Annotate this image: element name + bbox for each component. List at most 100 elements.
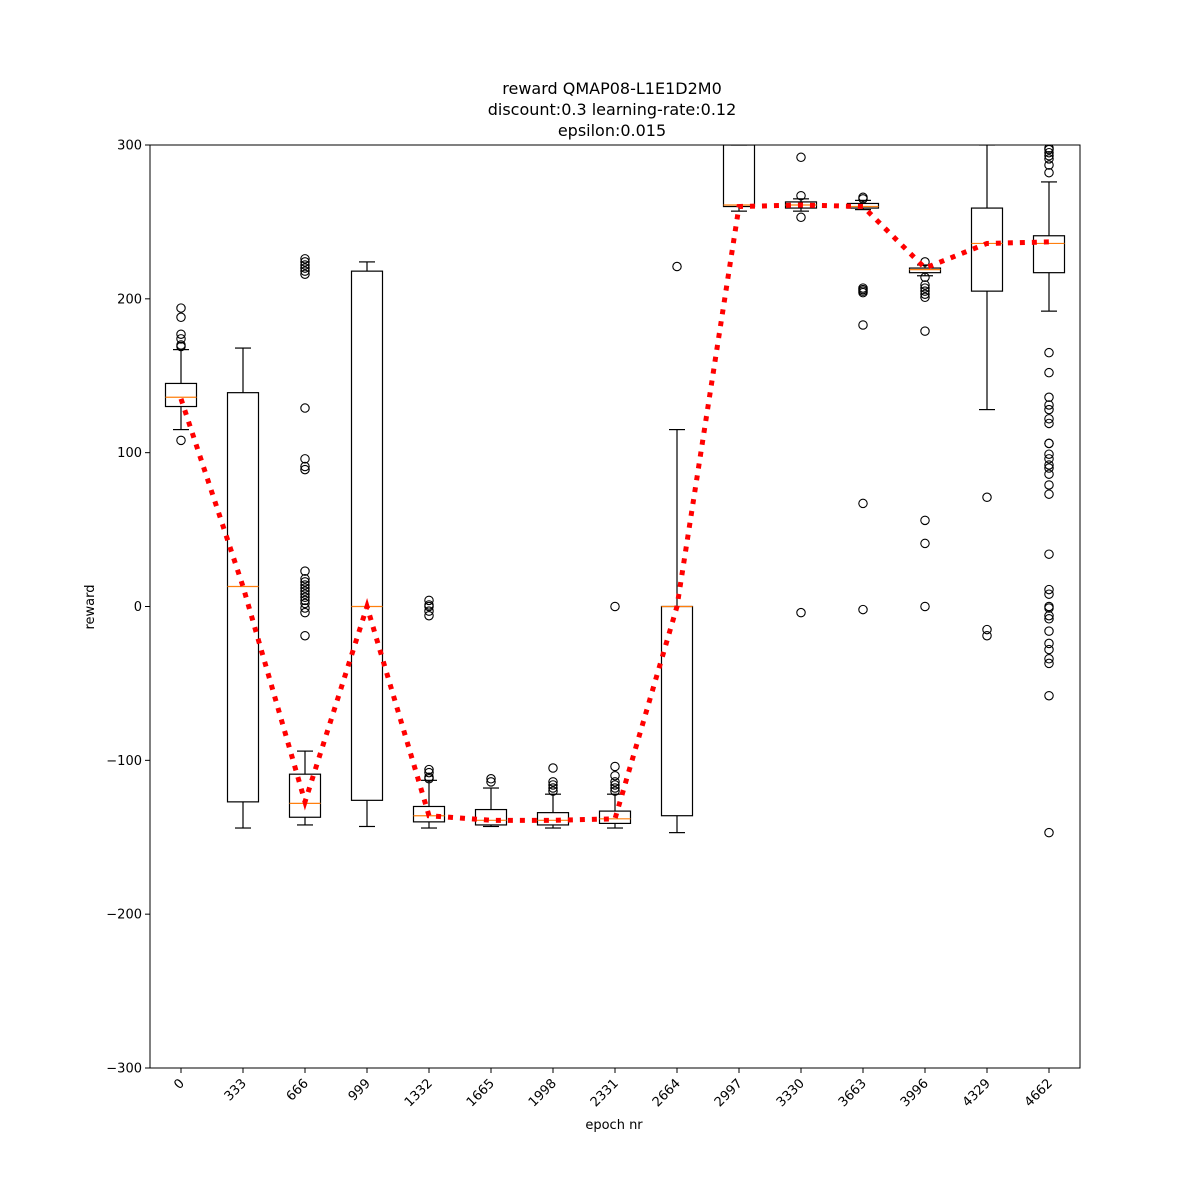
- box: [474, 808, 508, 826]
- outlier-point: [300, 257, 310, 267]
- outlier-point: [1044, 367, 1054, 378]
- outlier-point: [1044, 392, 1054, 403]
- outlier-point: [176, 340, 186, 350]
- outlier-point: [300, 603, 310, 613]
- outlier-point: [1044, 658, 1054, 669]
- outlier-point: [920, 515, 930, 526]
- outlier-point: [548, 780, 558, 790]
- outlier-point: [1044, 145, 1054, 153]
- outlier-point: [300, 589, 310, 599]
- outlier-point: [300, 598, 310, 609]
- box: [412, 805, 446, 823]
- outlier-point: [1044, 160, 1054, 170]
- outlier-point: [1044, 489, 1054, 499]
- outlier-point: [1044, 404, 1054, 415]
- box-group-4329: [970, 145, 1004, 641]
- box-group-3663: [846, 192, 880, 615]
- outlier-point: [1044, 644, 1054, 655]
- box-group-333: [226, 347, 260, 829]
- outlier-point: [1044, 480, 1054, 490]
- outlier-point: [610, 786, 620, 796]
- outlier-point: [858, 320, 868, 330]
- chart-title: reward QMAP08-L1E1D2M0 discount:0.3 lear…: [488, 79, 737, 140]
- outlier-point: [796, 212, 806, 223]
- outlier-point: [920, 601, 930, 612]
- outlier-point: [982, 630, 992, 641]
- x-tick-label: 4329: [960, 1076, 994, 1110]
- y-tick-label: 0: [134, 600, 142, 615]
- outlier-point: [796, 191, 806, 201]
- outlier-point: [548, 783, 558, 793]
- outlier-point: [300, 595, 310, 606]
- plot-content: [164, 145, 1066, 838]
- outlier-point: [1044, 469, 1054, 479]
- y-tick-label: 100: [117, 446, 142, 461]
- box-group-3330: [784, 152, 818, 618]
- box-group-999: [350, 261, 384, 828]
- x-tick-label: 2997: [712, 1076, 746, 1110]
- outlier-point: [300, 464, 310, 475]
- outlier-point: [1044, 584, 1054, 595]
- outlier-point: [486, 774, 496, 784]
- x-tick-label: 666: [284, 1076, 312, 1104]
- outlier-point: [920, 283, 930, 293]
- outlier-point: [982, 624, 992, 635]
- title-line-3: epsilon:0.015: [558, 121, 666, 140]
- y-tick-label: 300: [117, 139, 142, 154]
- box: [722, 145, 756, 208]
- outlier-point: [1044, 147, 1054, 158]
- outlier-point: [920, 289, 930, 299]
- outlier-point: [1044, 414, 1054, 424]
- x-tick-label: 999: [346, 1076, 374, 1104]
- x-tick-label: 2331: [588, 1076, 622, 1110]
- y-tick-label: −200: [106, 908, 142, 923]
- outlier-point: [920, 286, 930, 296]
- outlier-point: [548, 786, 558, 796]
- outlier-point: [1044, 418, 1054, 429]
- outlier-point: [982, 492, 992, 503]
- outlier-point: [548, 763, 558, 773]
- outlier-point: [858, 283, 868, 293]
- outlier-point: [176, 334, 186, 344]
- x-axis-label: epoch nr: [585, 1118, 643, 1133]
- outlier-point: [1044, 400, 1054, 410]
- outlier-point: [300, 630, 310, 641]
- outlier-point: [176, 329, 186, 339]
- outlier-point: [300, 583, 310, 593]
- outlier-point: [610, 601, 620, 612]
- x-tick-label: 0: [171, 1076, 187, 1092]
- y-tick-label: −100: [106, 754, 142, 769]
- box-group-3996: [908, 257, 942, 612]
- outlier-point: [1044, 167, 1054, 178]
- box: [908, 267, 942, 274]
- axes-frame: [149, 144, 1081, 1069]
- outlier-point: [300, 263, 310, 273]
- x-tick-label: 4662: [1022, 1076, 1056, 1110]
- axes: −300 −200 −100 0 100 200 300 0 333 666 999 1332 1665…: [106, 139, 1081, 1110]
- box-group-0: [164, 303, 198, 446]
- outlier-point: [796, 607, 806, 618]
- title-line-2: discount:0.3 learning-rate:0.12: [488, 100, 737, 119]
- outlier-point: [1044, 827, 1054, 838]
- outlier-point: [1044, 638, 1054, 649]
- box-group-1665: [474, 774, 508, 828]
- x-tick-label: 1332: [402, 1076, 436, 1110]
- outlier-point: [424, 764, 434, 775]
- box-group-1998: [536, 763, 570, 829]
- outlier-point: [1044, 347, 1054, 358]
- x-tick-label: 333: [222, 1076, 250, 1104]
- outlier-point: [176, 435, 186, 446]
- outlier-point: [486, 777, 496, 787]
- title-line-1: reward QMAP08-L1E1D2M0: [502, 79, 722, 98]
- outlier-point: [300, 461, 310, 472]
- outlier-point: [796, 152, 806, 163]
- x-tick-label: 1665: [464, 1076, 498, 1110]
- outlier-point: [424, 610, 434, 621]
- outlier-point: [424, 595, 434, 606]
- x-tick-label: 3663: [836, 1076, 870, 1110]
- outlier-point: [300, 577, 310, 587]
- outlier-point: [300, 260, 310, 270]
- x-tick-label: 2664: [650, 1076, 684, 1110]
- outlier-point: [1044, 460, 1054, 470]
- box-group-2997: [722, 145, 756, 212]
